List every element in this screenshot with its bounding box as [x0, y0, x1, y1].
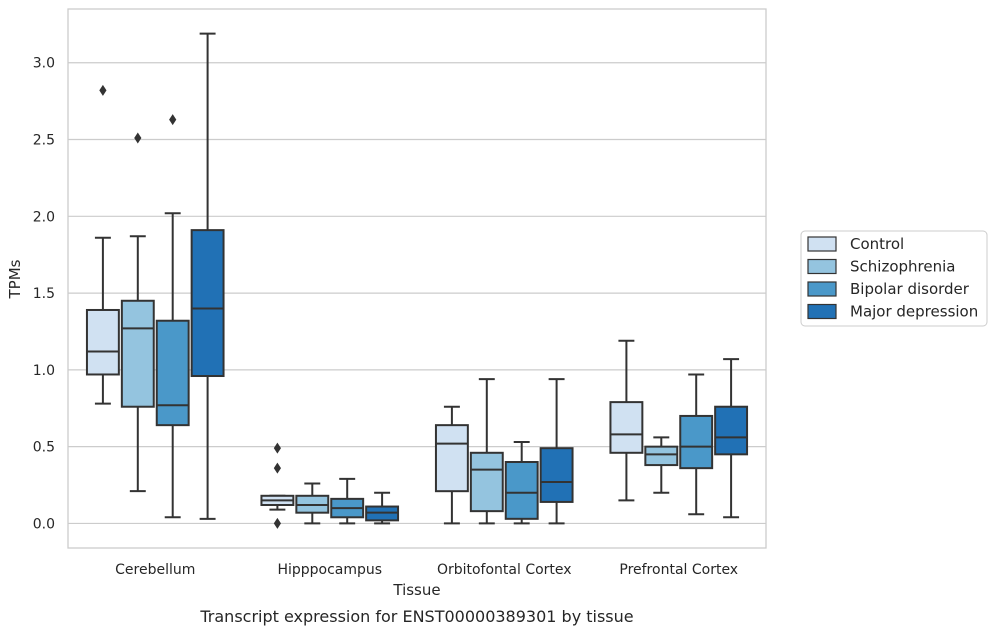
x-tick-labels: Cerebellum Hipppocampus Orbitofontal Corte…: [115, 562, 738, 578]
outlier-point: [273, 517, 281, 529]
box-schizophrenia: [295, 482, 330, 525]
box-major-depression: [190, 32, 225, 520]
y-tick-label: 2.0: [33, 209, 55, 225]
box-bipolar-disorder: [155, 114, 190, 519]
box-control: [85, 84, 120, 405]
box-major-depression: [539, 378, 574, 525]
box-iqr: [679, 414, 714, 470]
y-tick-labels: 0.0 0.5 1.0 1.5 2.0 2.5 3.0: [33, 56, 55, 533]
y-tick-label: 0.0: [33, 516, 55, 532]
legend-frame: [800, 230, 988, 327]
legend-label: Bipolar disorder: [850, 280, 970, 298]
outlier-point: [99, 84, 107, 96]
x-tick-label: Orbitofontal Cortex: [437, 562, 572, 578]
outlier-point: [273, 442, 281, 454]
box-iqr: [155, 319, 190, 427]
box-iqr: [609, 401, 644, 454]
outlier-point: [134, 132, 142, 144]
legend-label: Control: [850, 235, 904, 253]
box-iqr: [644, 445, 679, 467]
box-iqr: [539, 447, 574, 503]
box-iqr: [190, 229, 225, 378]
box-control: [609, 339, 644, 502]
box-iqr: [85, 308, 120, 376]
plot-frame: [67, 8, 767, 549]
x-tick-label: Prefrontal Cortex: [619, 562, 738, 578]
box-iqr: [504, 461, 539, 520]
y-tick-label: 0.5: [33, 440, 55, 456]
legend-swatch: [807, 281, 837, 297]
y-tick-label: 3.0: [33, 56, 55, 72]
legend: Control Schizophrenia Bipolar disorder Majo…: [800, 230, 988, 327]
outlier-point: [169, 114, 177, 126]
box-control: [260, 442, 295, 529]
legend-label: Major depression: [850, 303, 978, 321]
outlier-point: [273, 462, 281, 474]
x-axis-label: Tissue: [392, 581, 440, 599]
x-tick-label: Cerebellum: [115, 562, 195, 578]
legend-label: Schizophrenia: [850, 258, 955, 276]
box-iqr: [120, 299, 155, 408]
box-major-depression: [714, 358, 749, 519]
y-axis-label: TPMs: [6, 259, 24, 299]
box-major-depression: [365, 491, 400, 525]
box-control: [434, 405, 469, 525]
y-tick-label: 2.5: [33, 133, 55, 149]
legend-swatch: [807, 303, 837, 320]
x-tick-label: Hipppocampus: [277, 562, 382, 578]
box-bipolar-disorder: [679, 373, 714, 516]
chart-caption: Transcript expression for ENST0000038930…: [199, 607, 633, 626]
box-iqr: [434, 424, 469, 493]
box-schizophrenia: [644, 436, 679, 494]
box-bipolar-disorder: [504, 441, 539, 525]
box-iqr: [469, 451, 504, 513]
legend-swatch: [807, 236, 837, 252]
y-tick-label: 1.5: [33, 286, 55, 302]
y-tick-label: 1.0: [33, 363, 55, 379]
box-schizophrenia: [120, 132, 155, 493]
box-iqr: [714, 405, 749, 456]
boxes: [85, 32, 749, 529]
box-bipolar-disorder: [330, 477, 365, 525]
legend-swatch: [807, 258, 837, 275]
box-schizophrenia: [469, 378, 504, 525]
